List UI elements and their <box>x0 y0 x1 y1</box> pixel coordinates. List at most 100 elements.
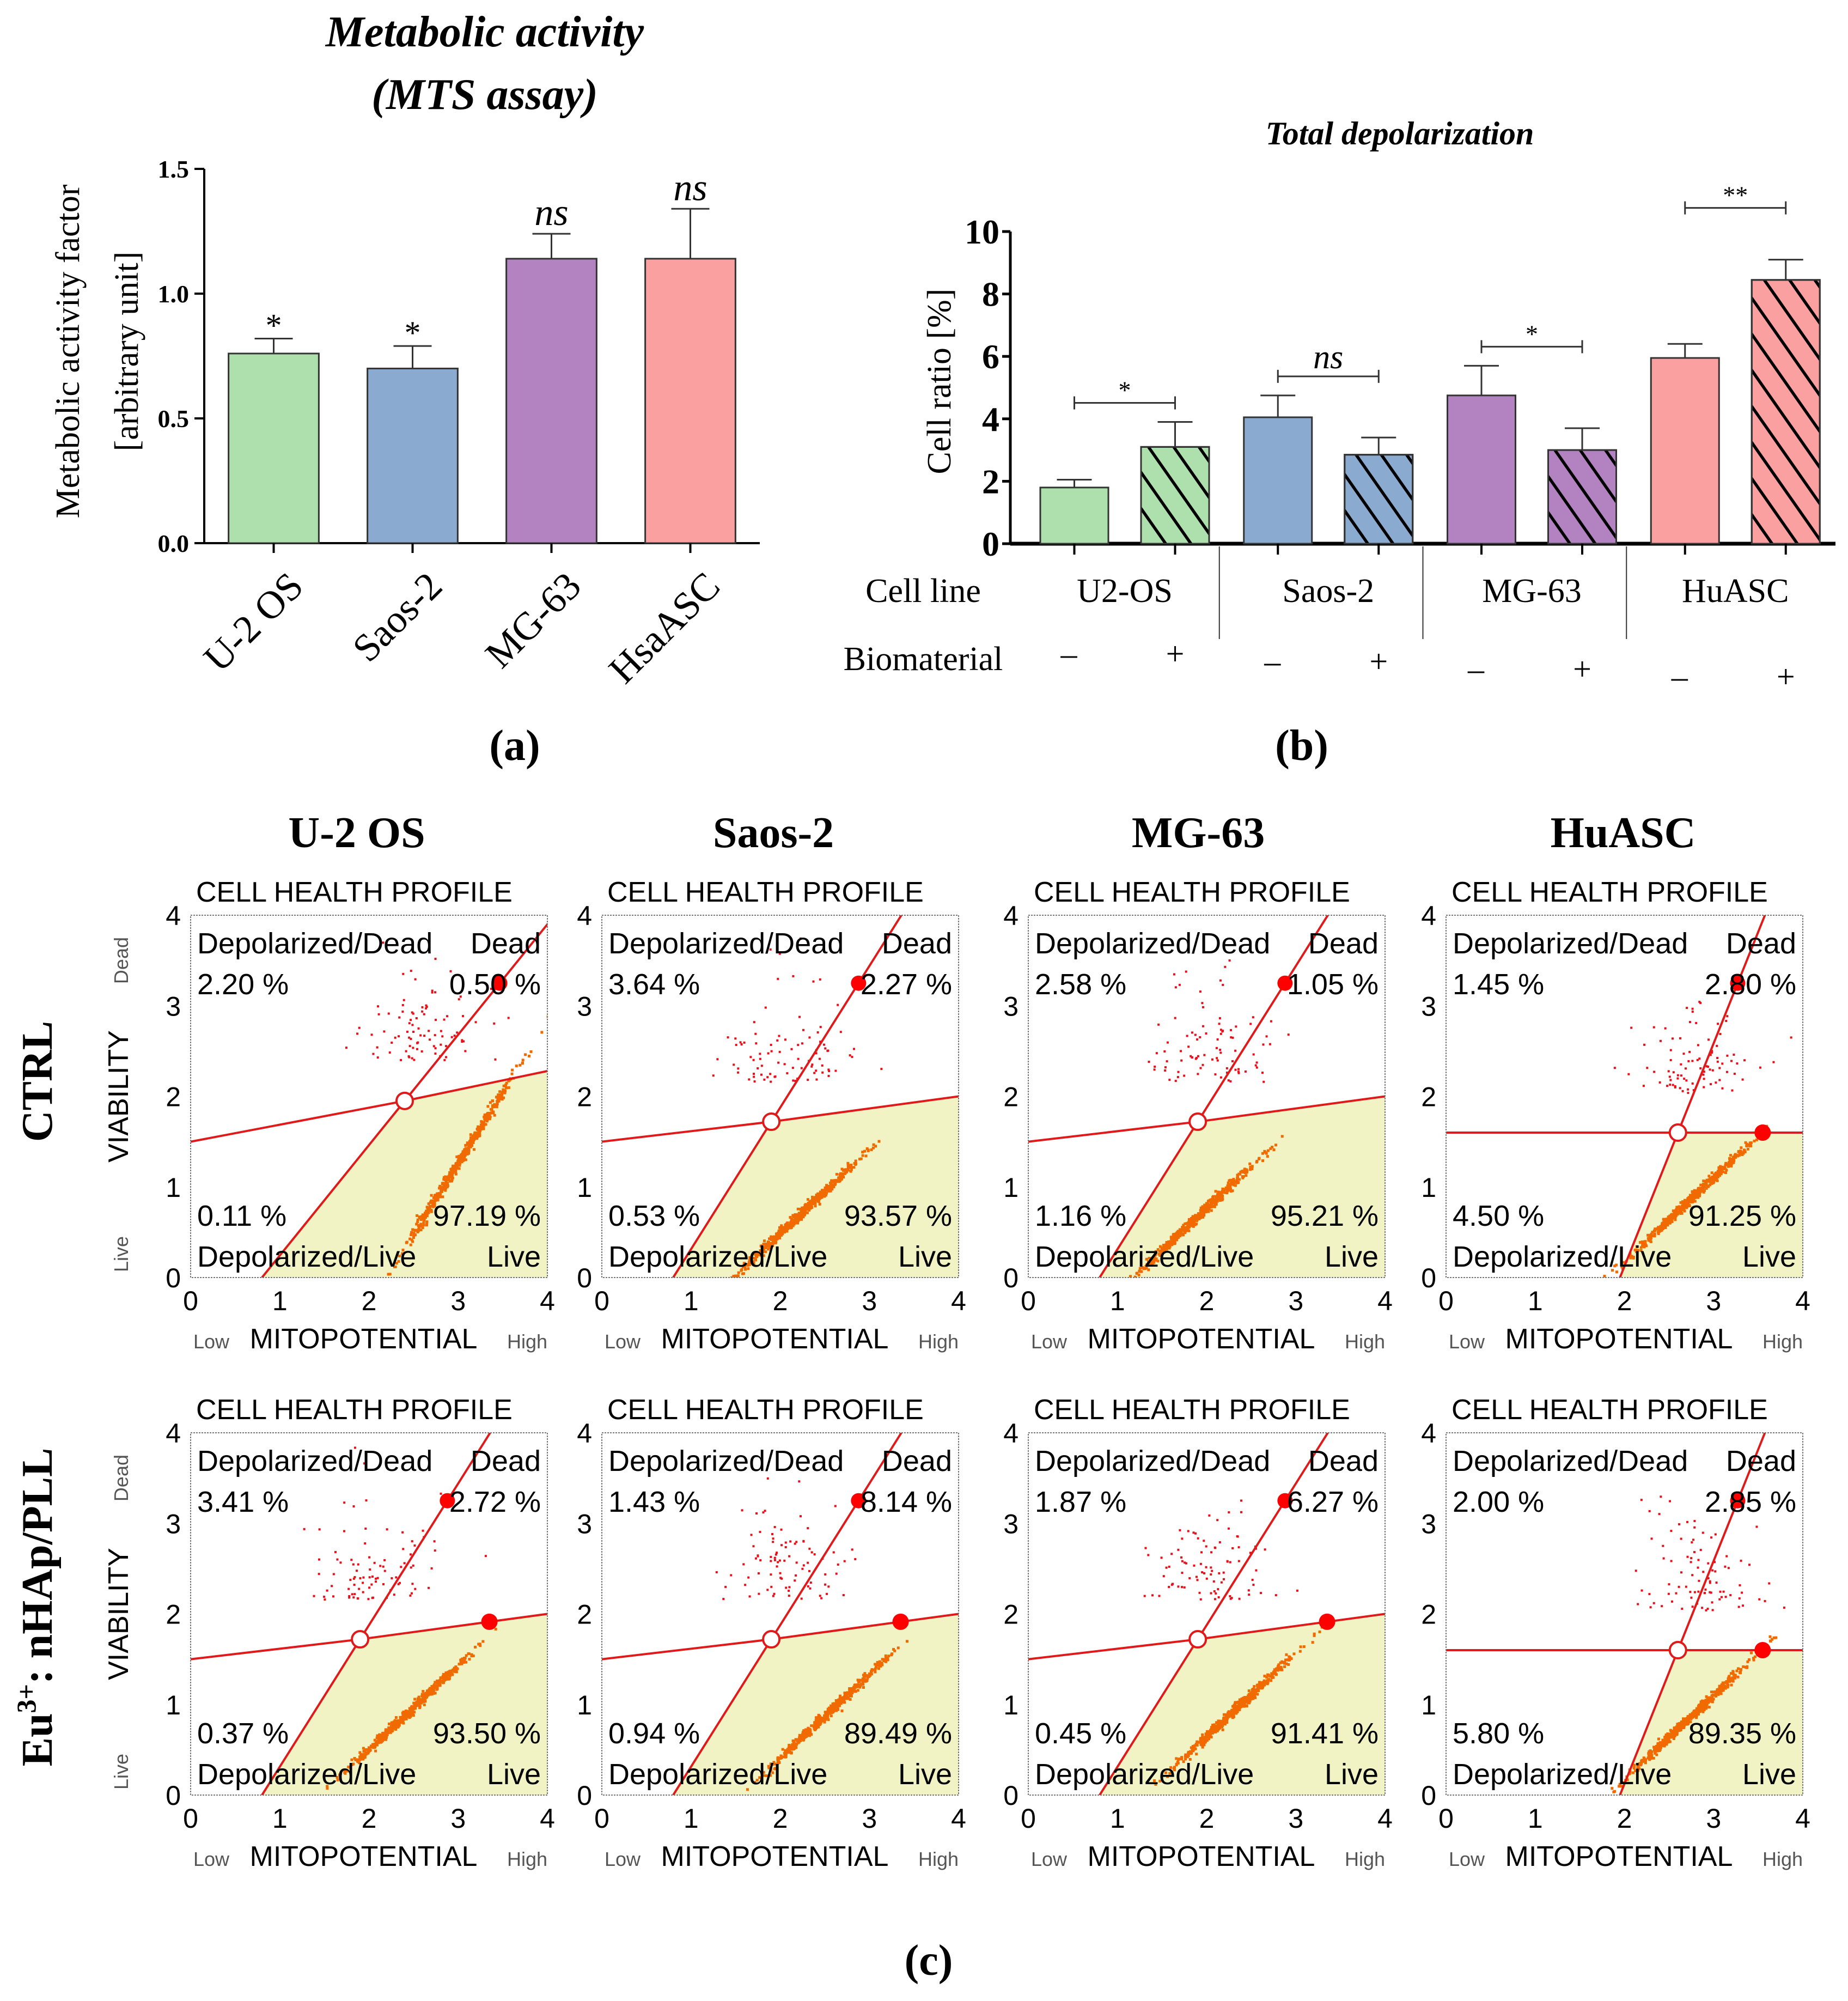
scatter-point-live <box>830 1710 833 1713</box>
scatter-point-live <box>358 1755 362 1759</box>
scatter-point-live <box>1133 1275 1137 1278</box>
scatter-point-live <box>777 1758 780 1761</box>
y-tick-label: 3 <box>577 1509 592 1539</box>
panel-a-significance: ns <box>534 192 568 234</box>
scatter-point-dead <box>752 1545 755 1548</box>
scatter-point-live <box>1203 1736 1206 1739</box>
scatter-point-live <box>498 1093 501 1096</box>
scatter-point-dead <box>1215 1592 1217 1595</box>
gate-diagonal-handle <box>851 1493 867 1509</box>
scatter-point-live <box>782 1755 785 1759</box>
scatter-point-dead <box>313 1595 315 1597</box>
scatter-point-live <box>1651 1231 1654 1234</box>
scatter-point-live <box>452 1170 455 1173</box>
scatter-point-live <box>832 1710 835 1713</box>
scatter-point-dead <box>1667 1070 1670 1073</box>
scatter-point-dead <box>416 1048 418 1050</box>
scatter-point-live <box>412 1707 415 1711</box>
scatter-point-live <box>804 1732 807 1736</box>
scatter-point-live <box>1729 1157 1732 1160</box>
scatter-point-live <box>808 1734 811 1737</box>
scatter-point-dead <box>1199 990 1201 993</box>
scatter-point-live <box>801 1211 804 1214</box>
scatter-point-live <box>1686 1201 1689 1204</box>
scatter-point-dead <box>735 1044 737 1047</box>
scatter-point-dead <box>413 1544 416 1547</box>
scatter-point-live <box>450 1173 453 1176</box>
scatter-point-dead <box>770 1560 772 1562</box>
scatter-point-live <box>438 1194 442 1197</box>
scatter-point-live <box>418 1225 422 1228</box>
scatter-point-dead <box>828 1070 831 1073</box>
scatter-point-live <box>1637 1249 1640 1252</box>
x-tick-label: 4 <box>540 1803 555 1834</box>
scatter-point-live <box>1162 1250 1166 1254</box>
scatter-point-dead <box>458 998 460 1001</box>
scatter-point-live <box>1664 1224 1668 1227</box>
scatter-point-live <box>502 1088 505 1091</box>
scatter-point-live <box>824 1194 827 1197</box>
scatter-point-live <box>1228 1188 1231 1191</box>
quadrant-label-dead: Dead <box>471 927 541 960</box>
scatter-point-live <box>1242 1696 1245 1700</box>
scatter-point-live <box>475 1127 479 1130</box>
scatter-point-dead <box>1270 1020 1272 1023</box>
scatter-point-live <box>790 1217 793 1220</box>
scatter-point-live <box>455 1155 459 1158</box>
scatter-point-dead <box>358 1588 361 1590</box>
scatter-point-live <box>1647 1239 1650 1242</box>
panel-b-ylabel: Cell ratio [%] <box>921 289 958 475</box>
scatter-point-live <box>1704 1179 1707 1183</box>
scatter-point-live <box>1225 1190 1229 1193</box>
scatter-point-dead <box>790 1048 793 1050</box>
scatter-point-live <box>392 1725 395 1729</box>
scatter-point-dead <box>412 1012 414 1015</box>
scatter-point-dead <box>434 1047 437 1050</box>
scatter-point-live <box>1203 1743 1206 1747</box>
scatter-point-live <box>768 1237 771 1240</box>
scatter-point-live <box>446 1184 449 1188</box>
scatter-point-dead <box>754 1032 757 1035</box>
scatter-point-live <box>1313 1632 1316 1635</box>
scatter-point-live <box>1654 1227 1657 1231</box>
scatter-point-dead <box>769 948 772 951</box>
scatter-point-dead <box>813 1553 816 1556</box>
scatter-point-dead <box>1684 1067 1687 1070</box>
scatter-point-live <box>454 1665 458 1669</box>
scatter-point-live <box>785 1223 788 1226</box>
scatter-point-live <box>449 1669 453 1672</box>
scatter-point-dead <box>769 1073 772 1075</box>
scatter-point-live <box>456 1167 459 1170</box>
scatter-point-live <box>424 1692 428 1695</box>
scatter-point-dead <box>398 1016 401 1019</box>
scatter-point-live <box>790 1748 794 1751</box>
scatter-point-live <box>1205 1730 1209 1733</box>
scatter-point-live <box>1709 1183 1712 1187</box>
scatter-point-dead <box>1224 965 1227 968</box>
scatter-point-dead <box>401 1010 404 1013</box>
scatter-point-live <box>444 1187 448 1190</box>
scatter-point-live <box>767 1766 771 1769</box>
scatter-point-live <box>465 1661 468 1664</box>
scatter-point-live <box>1703 1189 1706 1193</box>
scatter-point-dead <box>425 1006 428 1008</box>
scatter-point-live <box>1657 1232 1660 1235</box>
scatter-point-live <box>466 1152 469 1155</box>
panel-a-title-line1: Metabolic activity <box>325 8 644 56</box>
scatter-point-live <box>1231 1716 1234 1719</box>
scatter-point-live <box>1210 1735 1213 1738</box>
scatter-point-live <box>473 1131 477 1134</box>
scatter-point-dead <box>1201 1571 1204 1574</box>
scatter-point-live <box>467 1652 470 1655</box>
scatter-point-dead <box>1691 1010 1694 1013</box>
scatter-point-live <box>1731 1161 1735 1164</box>
scatter-point-live <box>339 1772 342 1775</box>
scatter-point-live <box>1711 1690 1715 1694</box>
scatter-point-live <box>850 1168 853 1171</box>
scatter-point-dead <box>356 1032 359 1035</box>
scatter-point-dead <box>462 1040 465 1043</box>
scatter-point-live <box>802 1212 805 1215</box>
scatter-point-live <box>412 1701 416 1705</box>
panel-c-column-titles: U-2 OS Saos-2 MG-63 HuASC <box>288 809 1695 857</box>
